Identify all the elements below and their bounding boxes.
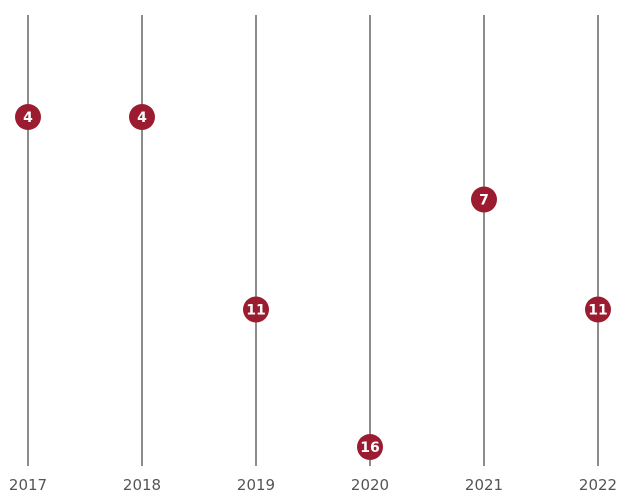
data-point-2019 <box>243 296 269 323</box>
data-label-2018: 4 <box>137 110 147 126</box>
data-label-2020: 16 <box>360 440 379 456</box>
data-point-2022 <box>585 296 611 323</box>
data-label-2019: 11 <box>246 303 265 319</box>
data-marker-2020: 16 <box>357 434 383 460</box>
data-point-2018 <box>129 104 155 130</box>
x-tick-label-2017: 2017 <box>9 476 47 494</box>
data-point-2020 <box>357 434 383 460</box>
x-tick-label-2022: 2022 <box>579 476 617 494</box>
data-markers: 4 4 11 16 7 11 <box>15 104 611 460</box>
x-tick-label-2021: 2021 <box>465 476 503 494</box>
data-marker-2021: 7 <box>471 186 497 213</box>
data-label-2017: 4 <box>23 110 33 126</box>
data-marker-2019: 11 <box>243 296 269 323</box>
data-marker-2017: 4 <box>15 104 41 130</box>
category-lines <box>27 15 599 466</box>
x-tick-label-2018: 2018 <box>123 476 161 494</box>
data-marker-2018: 4 <box>129 104 155 130</box>
data-label-2021: 7 <box>479 193 489 209</box>
data-point-2021 <box>471 186 497 213</box>
x-tick-label-2020: 2020 <box>351 476 389 494</box>
x-axis-tick-labels: 2017 2018 2019 2020 2021 2022 <box>9 476 617 494</box>
data-label-2022: 11 <box>588 303 607 319</box>
x-tick-label-2019: 2019 <box>237 476 275 494</box>
data-point-2017 <box>15 104 41 130</box>
data-marker-2022: 11 <box>585 296 611 323</box>
